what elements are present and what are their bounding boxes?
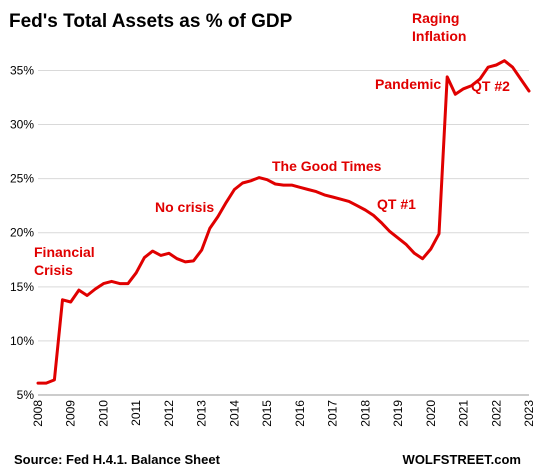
x-tick-label: 2013 [195, 400, 209, 427]
x-tick-label: 2021 [457, 400, 471, 427]
x-tick-label: 2011 [129, 400, 143, 426]
annotations: Financial Crisis No crisis The Good Times QT… [34, 10, 510, 278]
x-tick-label: 2019 [391, 400, 405, 427]
y-tick-label: 5% [17, 388, 35, 402]
series-line-fed-assets [36, 59, 531, 385]
x-axis-tick-labels: 2008 2009 2010 2011 2012 2013 2014 2015 2016 2017… [31, 400, 534, 427]
x-tick-label: 2010 [96, 400, 110, 427]
x-tick-label: 2015 [260, 400, 274, 427]
y-tick-label: 30% [10, 118, 34, 132]
source-footnote: Source: Fed H.4.1. Balance Sheet [14, 452, 221, 467]
chart-title: Fed's Total Assets as % of GDP [9, 11, 293, 32]
x-tick-label: 2017 [326, 400, 340, 427]
y-tick-label: 15% [10, 280, 34, 294]
y-axis-tick-labels: 5% 10% 15% 20% 25% 30% 35% [10, 63, 34, 402]
x-tick-label: 2022 [489, 400, 503, 427]
annotation-label: QT #1 [377, 196, 416, 212]
gridlines [38, 69, 529, 396]
annotation-label: The Good Times [272, 158, 382, 174]
x-tick-label: 2014 [227, 400, 241, 427]
y-tick-label: 10% [10, 334, 34, 348]
x-tick-label: 2012 [162, 400, 176, 427]
x-tick-label: 2018 [358, 400, 372, 427]
annotation-label: Financial Crisis [34, 244, 95, 278]
annotation-label: QT #2 [471, 78, 510, 94]
brand-footnote: WOLFSTREET.com [403, 452, 521, 467]
x-tick-label: 2008 [31, 400, 45, 427]
x-tick-label: 2016 [293, 400, 307, 427]
y-tick-label: 25% [10, 172, 34, 186]
x-tick-label: 2020 [424, 400, 438, 427]
x-tick-label: 2009 [64, 400, 78, 427]
annotation-label: Raging Inflation [412, 10, 466, 44]
y-tick-label: 20% [10, 226, 34, 240]
y-tick-label: 35% [10, 63, 34, 77]
x-tick-label: 2023 [522, 400, 534, 427]
annotation-label: Pandemic [375, 76, 441, 92]
annotation-label: No crisis [155, 199, 214, 215]
